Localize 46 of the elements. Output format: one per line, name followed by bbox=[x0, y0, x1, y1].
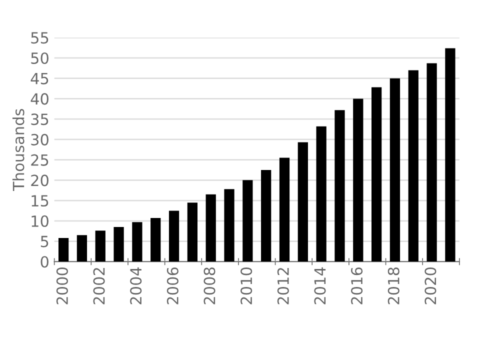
y-tick-label: 20 bbox=[31, 174, 48, 186]
bar bbox=[132, 222, 142, 262]
x-tick-label: 2016 bbox=[351, 267, 363, 304]
y-axis-title: Thousands bbox=[12, 109, 24, 192]
bar bbox=[334, 110, 345, 262]
x-tick-label: 2010 bbox=[240, 268, 252, 304]
y-tick-label: 15 bbox=[32, 195, 48, 207]
y-tick-label: 45 bbox=[30, 73, 48, 84]
bar bbox=[316, 126, 326, 262]
y-tick-label: 5 bbox=[40, 236, 48, 248]
x-tick-label: 2014 bbox=[314, 267, 326, 304]
bar bbox=[206, 194, 216, 262]
bar bbox=[372, 87, 382, 262]
y-tick-label: 35 bbox=[31, 114, 48, 126]
bar bbox=[445, 48, 456, 262]
bar bbox=[224, 189, 234, 262]
bar bbox=[242, 180, 253, 262]
bar bbox=[298, 142, 308, 262]
x-tick-label: 2020 bbox=[424, 268, 436, 304]
y-tick-label: 25 bbox=[31, 154, 48, 166]
x-tick-label: 2006 bbox=[166, 267, 178, 304]
bar bbox=[353, 98, 364, 262]
y-tick-label: 30 bbox=[31, 134, 48, 146]
y-tick-label: 50 bbox=[31, 52, 48, 64]
bar bbox=[76, 235, 88, 262]
bar bbox=[114, 227, 124, 262]
bar bbox=[426, 63, 437, 262]
y-tick-label: 0 bbox=[40, 256, 48, 268]
x-tick-label: 2012 bbox=[277, 268, 289, 304]
y-tick-label: 40 bbox=[30, 93, 48, 105]
y-tick-label: 55 bbox=[31, 32, 48, 44]
bar bbox=[95, 230, 106, 262]
y-tick-label: 10 bbox=[32, 215, 48, 227]
x-tick-label: 2008 bbox=[204, 268, 216, 304]
bar bbox=[187, 202, 198, 262]
bar bbox=[261, 170, 272, 262]
x-tick-label: 2000 bbox=[56, 268, 68, 304]
bar bbox=[58, 238, 69, 262]
bar bbox=[168, 210, 180, 262]
bar bbox=[150, 218, 161, 262]
bar bbox=[279, 158, 290, 262]
bar bbox=[390, 78, 400, 262]
bar bbox=[408, 70, 418, 262]
x-tick-label: 2018 bbox=[388, 268, 400, 304]
x-tick-label: 2002 bbox=[93, 268, 105, 304]
x-tick-label: 2004 bbox=[130, 267, 142, 304]
